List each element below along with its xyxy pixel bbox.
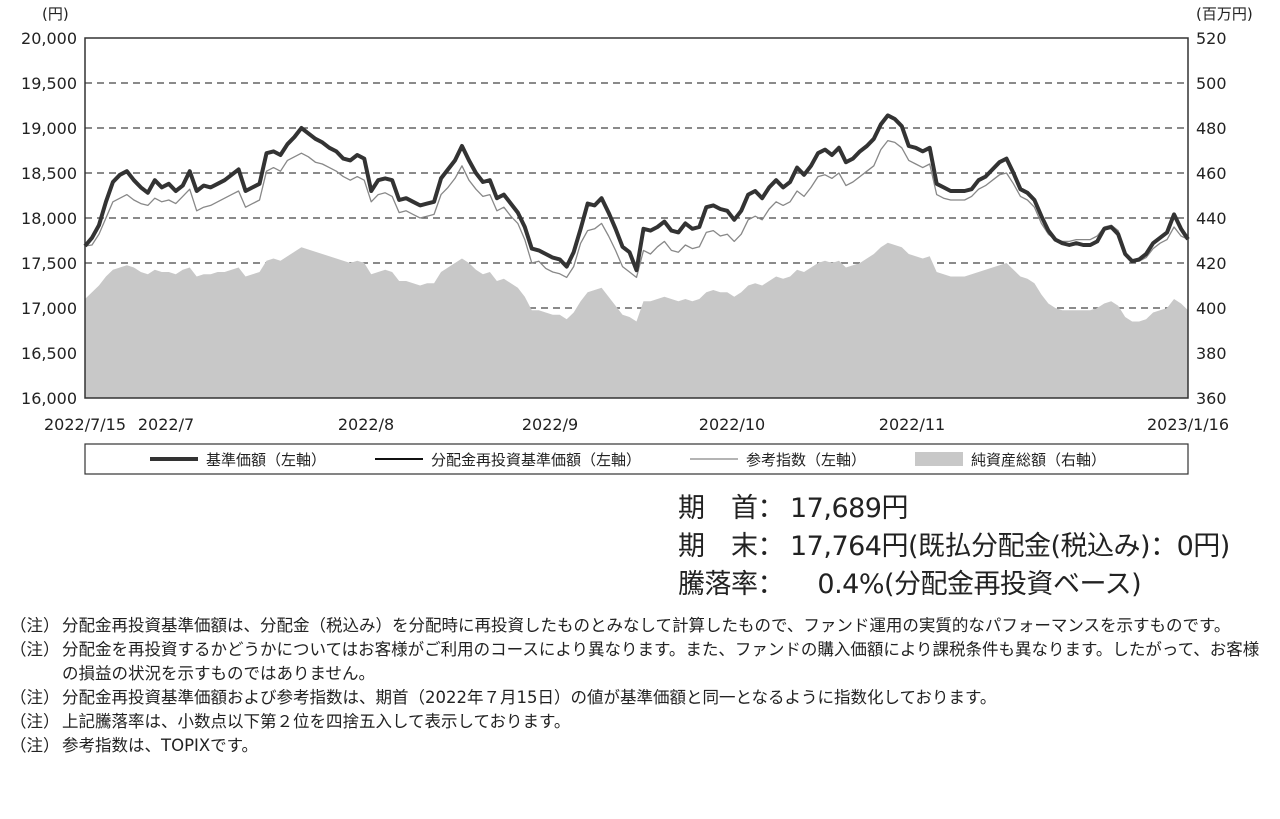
- footnotes: （注） 分配金再投資基準価額は、分配金（税込み）を分配時に再投資したものとみなして…: [10, 614, 1272, 758]
- left-axis-ticks: 16,000 16,500 17,000 17,500 18,000 18,500 19,0…: [21, 29, 77, 408]
- legend-label: 参考指数（左軸）: [746, 451, 866, 469]
- footnote-text: 分配金再投資基準価額および参考指数は、期首（2022年７月15日）の値が基準価額…: [62, 688, 997, 707]
- legend: 基準価額（左軸） 分配金再投資基準価額（左軸） 参考指数（左軸） 純資産総額（右軸）: [84, 443, 1189, 475]
- net-assets-area: [85, 242, 1188, 398]
- y-right-tick-label: 380: [1196, 344, 1227, 363]
- y-right-tick-label: 360: [1196, 389, 1227, 408]
- x-tick-label: 2022/7/15: [44, 415, 126, 434]
- summary-end-label: 期 末：: [678, 531, 785, 562]
- y-left-tick-label: 18,500: [21, 164, 77, 183]
- x-tick-label: 2022/11: [879, 415, 945, 434]
- thin-series-line: [84, 139, 1189, 279]
- legend-label: 基準価額（左軸）: [206, 451, 326, 469]
- summary-start-row: 期 首： 17,689円: [678, 490, 1230, 528]
- summary-end-note: (既払分配金(税込み)：0円): [907, 531, 1230, 562]
- summary-start-value: 17,689円: [790, 493, 908, 524]
- x-tick-label: 2022/8: [338, 415, 394, 434]
- y-left-tick-label: 19,500: [21, 74, 77, 93]
- left-axis-unit: (円): [42, 5, 69, 23]
- y-right-tick-label: 440: [1196, 209, 1227, 228]
- legend-label: 分配金再投資基準価額（左軸）: [431, 451, 641, 469]
- summary-change-label: 騰落率：: [678, 569, 785, 600]
- summary-change-value: 0.4%: [817, 569, 884, 600]
- x-tick-label: 2023/1/16: [1147, 415, 1229, 434]
- legend-box: [84, 443, 1189, 475]
- y-left-tick-label: 17,000: [21, 299, 77, 318]
- summary-end-row: 期 末： 17,764円(既払分配金(税込み)：0円): [678, 528, 1230, 566]
- y-right-tick-label: 400: [1196, 299, 1227, 318]
- y-left-tick-label: 20,000: [21, 29, 77, 48]
- y-left-tick-label: 16,000: [21, 389, 77, 408]
- y-left-tick-label: 16,500: [21, 344, 77, 363]
- footnote-mark: （注）: [10, 736, 60, 755]
- footnote-text: 参考指数は、TOPIXです。: [62, 736, 259, 755]
- footnote-text: 上記騰落率は、小数点以下第２位を四捨五入して表示しております。: [62, 712, 571, 731]
- footnote: （注） 上記騰落率は、小数点以下第２位を四捨五入して表示しております。: [10, 710, 1272, 734]
- footnote-text: 分配金再投資基準価額は、分配金（税込み）を分配時に再投資したものとみなして計算し…: [62, 616, 1231, 635]
- x-tick-label: 2022/9: [522, 415, 578, 434]
- summary-end-value: 17,764円: [790, 531, 908, 562]
- y-left-tick-label: 17,500: [21, 254, 77, 273]
- summary-change-row: 騰落率： 0.4%(分配金再投資ベース): [678, 566, 1230, 604]
- right-axis-unit: (百万円): [1196, 5, 1253, 23]
- footnote-mark: （注）: [10, 616, 60, 635]
- y-right-tick-label: 480: [1196, 119, 1227, 138]
- footnote: （注） 分配金再投資基準価額および参考指数は、期首（2022年７月15日）の値が基…: [10, 686, 1272, 710]
- x-tick-label: 2022/10: [699, 415, 765, 434]
- y-right-tick-label: 420: [1196, 254, 1227, 273]
- plot-frame: [84, 37, 1189, 399]
- summary-start-label: 期 首：: [678, 493, 785, 524]
- x-tick-label: 2022/7: [138, 415, 194, 434]
- x-axis-ticks: 2022/7/15 2022/7 2022/8 2022/9 2022/10 2022/1…: [44, 415, 1229, 434]
- period-summary: 期 首： 17,689円 期 末： 17,764円(既払分配金(税込み)：0円) 騰…: [678, 490, 1230, 604]
- legend-swatch: [915, 452, 963, 466]
- footnote-mark: （注）: [10, 688, 60, 707]
- footnote: （注） 分配金を再投資するかどうかについてはお客様がご利用のコースにより異なります…: [10, 638, 1272, 686]
- summary-change-note: (分配金再投資ベース): [884, 569, 1142, 600]
- y-right-tick-label: 500: [1196, 74, 1227, 93]
- footnote-mark: （注）: [10, 712, 60, 731]
- footnote: （注） 参考指数は、TOPIXです。: [10, 734, 1272, 758]
- y-right-tick-label: 520: [1196, 29, 1227, 48]
- net-assets-area-path: [85, 242, 1188, 398]
- nav-line: [83, 113, 1190, 273]
- y-right-tick-label: 460: [1196, 164, 1227, 183]
- legend-label: 純資産総額（右軸）: [971, 451, 1106, 469]
- footnote-mark: （注）: [10, 640, 60, 659]
- footnote-text: 分配金を再投資するかどうかについてはお客様がご利用のコースにより異なります。また…: [62, 640, 1260, 683]
- fund-performance-chart: (円) (百万円) 16,000 16,500 17,000 17,500 18,000…: [21, 5, 1253, 475]
- right-axis-ticks: 360 380 400 420 440 460 480 500 520: [1196, 29, 1227, 408]
- footnote: （注） 分配金再投資基準価額は、分配金（税込み）を分配時に再投資したものとみなして…: [10, 614, 1272, 638]
- series-lines: [83, 113, 1190, 279]
- y-left-tick-label: 18,000: [21, 209, 77, 228]
- y-left-tick-label: 19,000: [21, 119, 77, 138]
